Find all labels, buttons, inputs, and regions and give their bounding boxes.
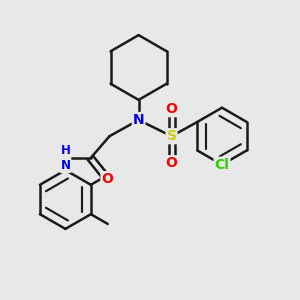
Text: O: O xyxy=(166,156,178,170)
Text: N: N xyxy=(133,113,144,127)
Text: O: O xyxy=(166,102,178,116)
Text: O: O xyxy=(101,172,113,186)
Text: Cl: Cl xyxy=(214,158,230,172)
Text: S: S xyxy=(167,129,177,143)
Text: H
N: H N xyxy=(60,144,70,172)
